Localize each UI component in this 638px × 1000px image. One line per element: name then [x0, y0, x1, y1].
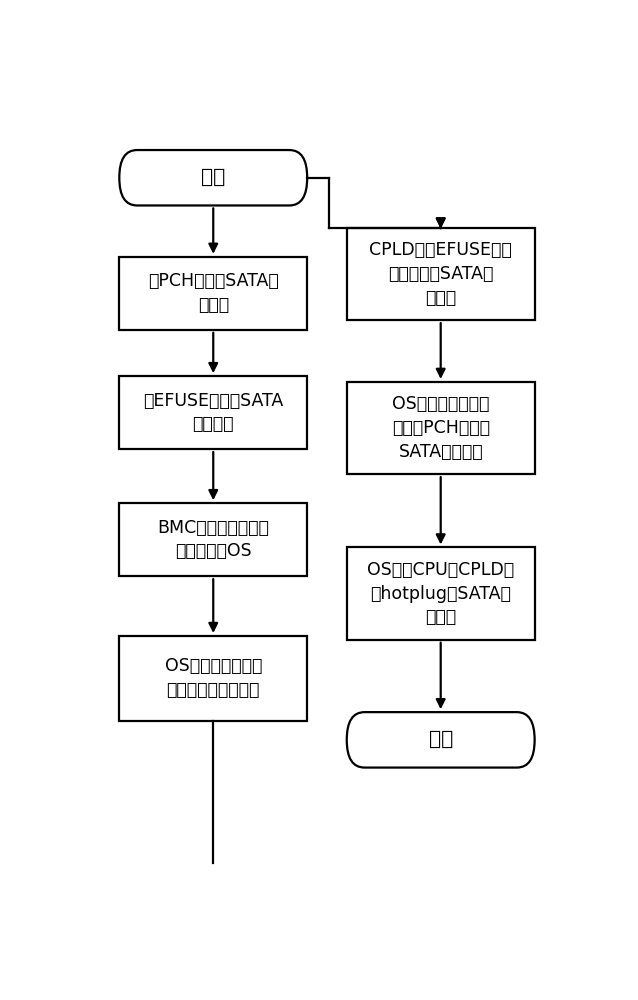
Text: OS根据硬盘在位列
表控制PCH与指定
SATA硬盘连接: OS根据硬盘在位列 表控制PCH与指定 SATA硬盘连接 — [392, 395, 490, 461]
Text: CPLD通过EFUSE控制
电源对若干SATA硬
盘上电: CPLD通过EFUSE控制 电源对若干SATA硬 盘上电 — [369, 241, 512, 307]
FancyBboxPatch shape — [347, 712, 535, 768]
Text: 结束: 结束 — [429, 730, 453, 749]
Text: 将PCH与若干SATA硬
盘连接: 将PCH与若干SATA硬 盘连接 — [148, 272, 279, 314]
FancyBboxPatch shape — [119, 376, 308, 449]
Text: BMC获取硬盘在位信
息并发送到OS: BMC获取硬盘在位信 息并发送到OS — [158, 519, 269, 560]
Text: 开始: 开始 — [201, 168, 225, 187]
FancyBboxPatch shape — [347, 228, 535, 320]
FancyBboxPatch shape — [347, 547, 535, 640]
FancyBboxPatch shape — [119, 503, 308, 576]
Text: OS根据硬盘在位信
息生成硬盘在位列表: OS根据硬盘在位信 息生成硬盘在位列表 — [165, 657, 262, 699]
FancyBboxPatch shape — [119, 257, 308, 330]
Text: 将EFUSE与若干SATA
硬盘连接: 将EFUSE与若干SATA 硬盘连接 — [143, 392, 283, 433]
FancyBboxPatch shape — [119, 636, 308, 721]
Text: OS控制CPU与CPLD进
行hotplug对SATA硬
盘切换: OS控制CPU与CPLD进 行hotplug对SATA硬 盘切换 — [367, 561, 514, 626]
FancyBboxPatch shape — [119, 150, 308, 205]
FancyBboxPatch shape — [347, 382, 535, 474]
